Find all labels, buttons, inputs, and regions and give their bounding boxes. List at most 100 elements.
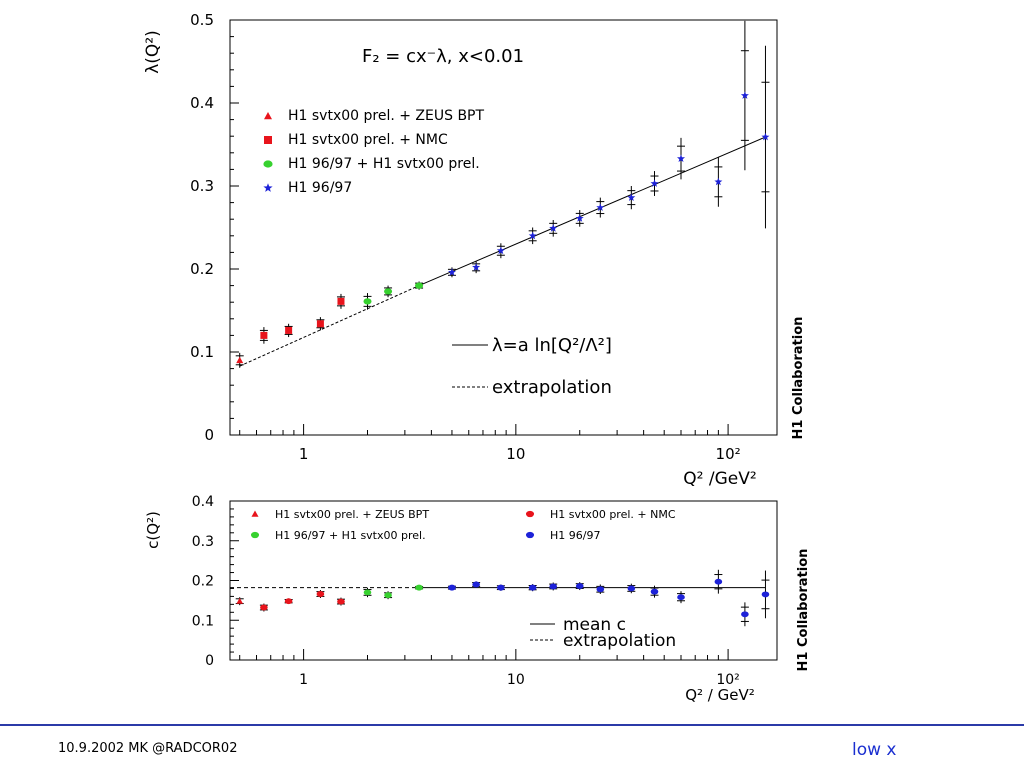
- data-point: [236, 356, 244, 364]
- legend-entry: H1 96/97 + H1 svtx00 prel.: [288, 156, 480, 172]
- footer-date-author: 10.9.2002 MK @RADCOR02: [58, 741, 238, 756]
- x-tick-label: 1: [299, 445, 309, 463]
- data-point: [627, 585, 636, 592]
- series-1: [235, 597, 244, 606]
- data-point: [575, 583, 584, 590]
- collaboration-label: H1 Collaboration: [796, 549, 811, 672]
- data-point: [549, 224, 558, 232]
- data-point: [236, 597, 244, 604]
- legend-entry: H1 svtx00 prel. + NMC: [288, 132, 448, 148]
- legend: H1 svtx00 prel. + ZEUS BPT H1 svtx00 prel…: [263, 108, 484, 196]
- data-point: [415, 584, 423, 591]
- data-point: [260, 331, 268, 339]
- legend-entry: H1 96/97: [288, 180, 352, 196]
- data-point: [337, 297, 345, 305]
- data-point: [714, 177, 723, 186]
- series-4: [447, 569, 770, 627]
- data-point: [472, 263, 481, 271]
- series-3: [363, 584, 424, 600]
- fit-line-label: λ=a ln[Q²/Λ²]: [492, 335, 612, 356]
- legend-marker: [525, 510, 535, 518]
- series-1: [235, 352, 244, 368]
- legend-entry: H1 svtx00 prel. + NMC: [550, 508, 676, 521]
- x-tick-label: 10²: [716, 445, 741, 463]
- footer-topic-link[interactable]: low x: [852, 740, 897, 760]
- data-point: [384, 592, 392, 599]
- x-tick-label: 10: [506, 445, 525, 463]
- data-point: [627, 193, 636, 201]
- y-tick-label: 0.3: [190, 177, 214, 195]
- legend-entry: H1 96/97 + H1 svtx00 prel.: [275, 529, 426, 542]
- data-point: [472, 581, 480, 588]
- legend-entry: H1 96/97: [550, 529, 600, 542]
- data-point: [337, 598, 345, 605]
- x-tick-label: 1: [299, 672, 308, 688]
- data-point: [415, 282, 424, 289]
- plot-frame: [229, 500, 778, 661]
- data-point: [740, 91, 749, 99]
- x-axis-label: Q² /GeV²: [683, 469, 756, 489]
- data-point: [260, 604, 268, 611]
- legend-marker: [264, 136, 272, 144]
- data-point: [650, 588, 659, 595]
- data-point: [363, 589, 372, 596]
- legend-marker: [525, 531, 535, 539]
- x-axis-label: Q² / GeV²: [685, 686, 755, 704]
- series-3: [363, 281, 424, 310]
- extrapolation-label: extrapolation: [492, 377, 612, 398]
- data-point: [549, 583, 558, 590]
- chart-1: 0 0.1 0.2 0.3 0.4 0.5 1 10 10² λ(Q²) Q² /GeV² H1 Co…: [143, 11, 806, 489]
- y-tick-label: 0.1: [190, 343, 214, 361]
- data-point: [448, 268, 456, 276]
- data-point: [285, 326, 293, 334]
- data-point: [677, 154, 685, 162]
- fit-line: [418, 136, 766, 287]
- data-point: [741, 611, 749, 618]
- series-2: [259, 293, 345, 344]
- data-point: [761, 591, 770, 598]
- y-tick-label: 0.4: [192, 494, 214, 510]
- data-point: [528, 231, 537, 240]
- data-point: [596, 586, 605, 593]
- y-axis-label: λ(Q²): [143, 30, 163, 74]
- data-point: [761, 132, 770, 141]
- legend-marker: [251, 510, 259, 517]
- series-2: [259, 590, 345, 612]
- legend-marker: [264, 112, 272, 120]
- x-tick-label: 10²: [716, 672, 739, 688]
- legend-marker: [263, 160, 273, 168]
- data-point: [575, 214, 584, 222]
- extrapolation-line: [239, 285, 420, 367]
- y-tick-label: 0.1: [192, 613, 214, 629]
- extrapolation-label: extrapolation: [563, 631, 676, 651]
- y-tick-label: 0.3: [192, 534, 214, 550]
- data-point: [677, 594, 685, 601]
- chart-2: 0 0.1 0.2 0.3 0.4 1 10 10² c(Q²) Q² / GeV² H1 Coll…: [144, 494, 811, 704]
- data-point: [497, 584, 505, 591]
- x-tick-label: 10: [507, 672, 525, 688]
- data-point: [316, 591, 325, 597]
- data-point: [596, 203, 605, 211]
- collaboration-label: H1 Collaboration: [791, 317, 806, 440]
- series-4: [447, 20, 770, 278]
- plot-frame: [229, 19, 778, 436]
- chart-title: F₂ = cx⁻λ, x<0.01: [362, 46, 524, 67]
- data-point: [316, 320, 324, 328]
- legend-entry: H1 svtx00 prel. + ZEUS BPT: [275, 508, 429, 521]
- legend-marker: [250, 531, 260, 539]
- legend-entry: H1 svtx00 prel. + ZEUS BPT: [288, 108, 484, 124]
- footer-divider: [0, 724, 1024, 726]
- data-point: [284, 598, 293, 605]
- data-point: [448, 584, 456, 591]
- data-point: [528, 584, 537, 591]
- y-tick-label: 0: [205, 653, 214, 669]
- data-point: [650, 179, 659, 187]
- y-tick-label: 0: [204, 426, 214, 444]
- y-axis-label: c(Q²): [144, 511, 162, 549]
- mean-line-label: mean c: [563, 615, 626, 635]
- y-tick-label: 0.4: [190, 94, 214, 112]
- legend-marker: [263, 183, 273, 192]
- data-point: [363, 298, 372, 305]
- y-tick-label: 0.2: [192, 574, 214, 590]
